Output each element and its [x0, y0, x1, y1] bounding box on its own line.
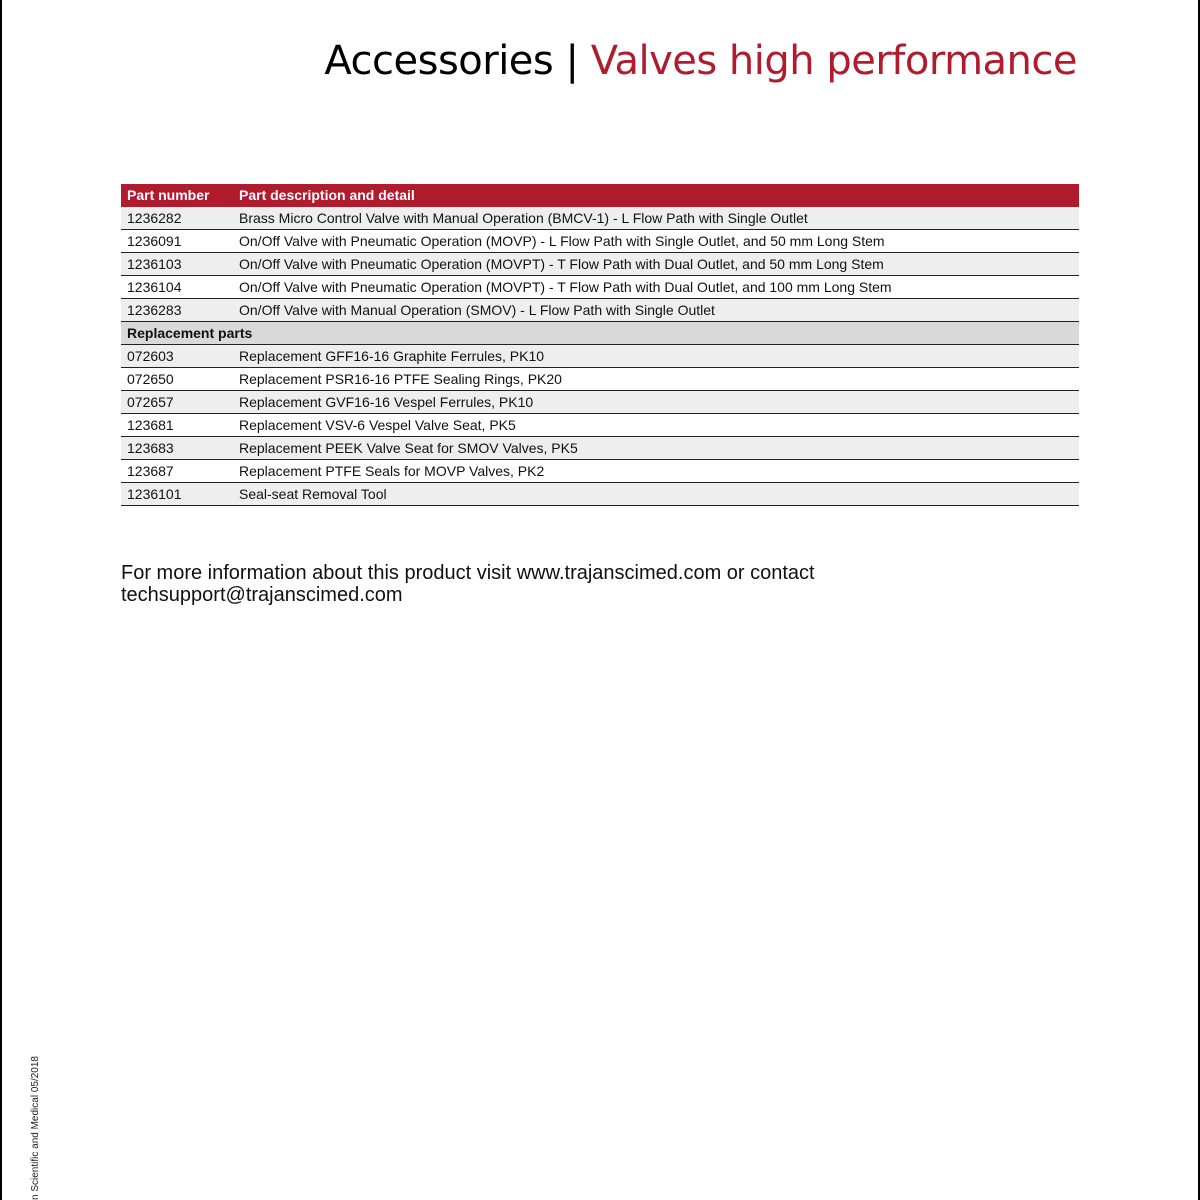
table-row: 1236104 On/Off Valve with Pneumatic Opera… [121, 276, 1079, 299]
table-row: 1236282 Brass Micro Control Valve with Ma… [121, 207, 1079, 230]
part-number: 072603 [127, 348, 174, 364]
part-number: 123687 [127, 463, 174, 479]
part-description: Replacement PTFE Seals for MOVP Valves, … [239, 463, 545, 479]
table-row: 123681 Replacement VSV-6 Vespel Valve Sea… [121, 414, 1079, 437]
title-sub: Valves high performance [590, 38, 1078, 84]
table-header: Part number Part description and detail [121, 184, 1079, 207]
table-row: 072603 Replacement GFF16-16 Graphite Ferr… [121, 345, 1079, 368]
part-description: On/Off Valve with Manual Operation (SMOV… [239, 302, 715, 318]
footer-line: For more information about this product … [121, 562, 815, 584]
table-row: 072657 Replacement GVF16-16 Vespel Ferrul… [121, 391, 1079, 414]
part-description: Replacement GFF16-16 Graphite Ferrules, … [239, 348, 545, 364]
part-description: Seal-seat Removal Tool [239, 486, 387, 502]
side-note: n Scientific and Medical 05/2018 [30, 1056, 41, 1200]
section-title: Replacement parts [127, 325, 253, 341]
part-description: Replacement PSR16-16 PTFE Sealing Rings,… [239, 371, 562, 387]
table-row: 1236101 Seal-seat Removal Tool [121, 483, 1079, 506]
table-row: 123687 Replacement PTFE Seals for MOVP Va… [121, 460, 1079, 483]
table-row: 072650 Replacement PSR16-16 PTFE Sealing … [121, 368, 1079, 391]
column-header: Part description and detail [239, 187, 415, 203]
part-number: 123681 [127, 417, 174, 433]
part-number: 1236282 [127, 210, 182, 226]
part-number: 1236101 [127, 486, 182, 502]
part-number: 072650 [127, 371, 174, 387]
part-number: 1236103 [127, 256, 182, 272]
table-row: 1236103 On/Off Valve with Pneumatic Opera… [121, 253, 1079, 276]
part-number: 1236104 [127, 279, 182, 295]
title: Accessories | Valves high performance [324, 38, 1077, 84]
part-description: On/Off Valve with Pneumatic Operation (M… [239, 233, 885, 249]
table-row: 123683 Replacement PEEK Valve Seat for SM… [121, 437, 1079, 460]
part-description: On/Off Valve with Pneumatic Operation (M… [239, 279, 892, 295]
table-row: 1236283 On/Off Valve with Manual Operatio… [121, 299, 1079, 322]
footer: For more information about this product … [121, 562, 815, 606]
part-number: 072657 [127, 394, 174, 410]
section-row: Replacement parts [121, 322, 1079, 345]
parts-table: Part number Part description and detail … [121, 184, 1079, 506]
part-number: 1236091 [127, 233, 182, 249]
part-description: Replacement GVF16-16 Vespel Ferrules, PK… [239, 394, 534, 410]
column-header: Part number [127, 187, 210, 203]
part-number: 1236283 [127, 302, 182, 318]
part-description: On/Off Valve with Pneumatic Operation (M… [239, 256, 884, 272]
part-description: Replacement PEEK Valve Seat for SMOV Val… [239, 440, 578, 456]
title-separator: | [565, 38, 579, 84]
title-main: Accessories [324, 38, 554, 84]
part-number: 123683 [127, 440, 174, 456]
footer-line: techsupport@trajanscimed.com [121, 584, 403, 606]
table-row: 1236091 On/Off Valve with Pneumatic Opera… [121, 230, 1079, 253]
part-description: Replacement VSV-6 Vespel Valve Seat, PK5 [239, 417, 516, 433]
part-description: Brass Micro Control Valve with Manual Op… [239, 210, 808, 226]
